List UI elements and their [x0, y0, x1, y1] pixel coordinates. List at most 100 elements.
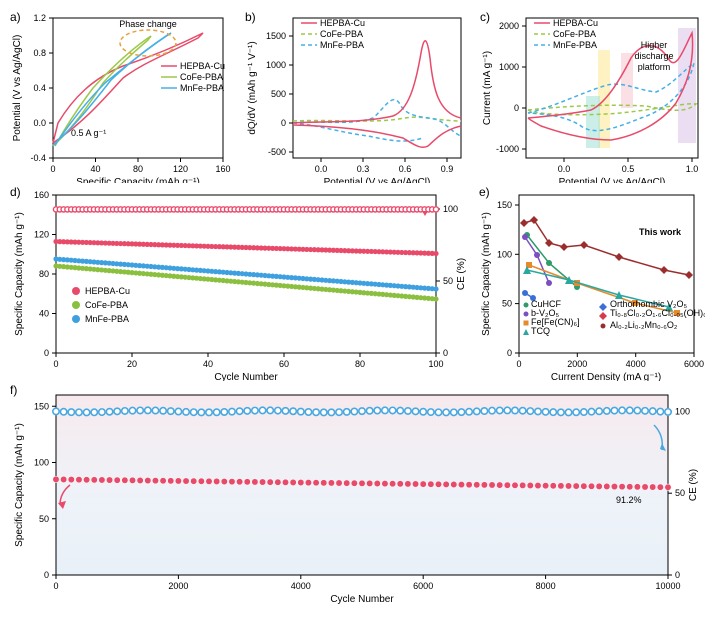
svg-text:50: 50 [443, 276, 453, 286]
svg-text:100: 100 [428, 359, 443, 369]
svg-text:0.0: 0.0 [315, 164, 328, 174]
svg-text:-0.4: -0.4 [30, 153, 46, 163]
svg-text:20: 20 [127, 359, 137, 369]
panel-a: a) 0 40 80 120 160 -0.4 0.0 0.4 0.8 [8, 8, 239, 183]
svg-text:0: 0 [516, 359, 521, 369]
svg-text:100: 100 [675, 406, 690, 416]
svg-text:1000: 1000 [266, 60, 286, 70]
svg-text:dQ/dV (mAh g⁻¹ V⁻¹): dQ/dV (mAh g⁻¹ V⁻¹) [247, 41, 258, 134]
svg-text:Current Density (mA g⁻¹): Current Density (mA g⁻¹) [551, 372, 661, 381]
svg-text:40: 40 [39, 309, 49, 319]
svg-text:80: 80 [133, 164, 143, 174]
chart-e: 0 2000 4000 6000 0 50 100 150 Current De… [477, 183, 705, 381]
svg-text:Specific Capacity (mAh g⁻¹): Specific Capacity (mAh g⁻¹) [481, 212, 492, 336]
svg-text:0: 0 [53, 359, 58, 369]
panel-c: c) 0.0 0.5 1.0 -1000 0 1000 [478, 8, 709, 183]
svg-text:0: 0 [675, 570, 680, 580]
svg-text:50: 50 [502, 299, 512, 309]
panel-a-label: a) [10, 10, 21, 24]
svg-text:91.2%: 91.2% [616, 495, 642, 505]
svg-text:0.3: 0.3 [357, 164, 370, 174]
svg-text:150: 150 [34, 401, 49, 411]
svg-text:6000: 6000 [413, 581, 433, 591]
svg-text:1500: 1500 [266, 31, 286, 41]
svg-text:0: 0 [44, 570, 49, 580]
svg-text:Specific Capacity (mAh g⁻¹): Specific Capacity (mAh g⁻¹) [14, 212, 25, 336]
svg-text:1.0: 1.0 [686, 164, 699, 174]
svg-text:160: 160 [215, 164, 230, 174]
svg-text:CE (%): CE (%) [456, 258, 467, 290]
svg-text:2000: 2000 [168, 581, 188, 591]
svg-text:0: 0 [50, 164, 55, 174]
svg-text:MnFe-PBA: MnFe-PBA [85, 314, 129, 324]
chart-a: 0 40 80 120 160 -0.4 0.0 0.4 0.8 1.2 Spe… [8, 8, 239, 183]
svg-text:4000: 4000 [291, 581, 311, 591]
svg-text:10000: 10000 [655, 581, 680, 591]
svg-text:1.2: 1.2 [33, 13, 46, 23]
panel-e: e) 0 2000 4000 6000 0 50 100 150 Current… [477, 183, 705, 381]
svg-text:8000: 8000 [536, 581, 556, 591]
svg-text:TCQ: TCQ [531, 326, 550, 336]
svg-text:50: 50 [675, 488, 685, 498]
svg-text:80: 80 [39, 269, 49, 279]
chart-d: 0 20 40 60 80 100 0 40 80 120 160 0 [8, 183, 473, 381]
svg-text:0: 0 [443, 348, 448, 358]
svg-text:6000: 6000 [684, 359, 704, 369]
svg-text:This work: This work [639, 227, 682, 237]
svg-text:80: 80 [355, 359, 365, 369]
svg-text:HEPBA-Cu: HEPBA-Cu [553, 18, 598, 28]
svg-text:0.5: 0.5 [622, 164, 635, 174]
chart-b: 0.0 0.3 0.6 0.9 -500 0 500 1000 1500 Pot… [243, 8, 474, 183]
svg-text:HEPBA-Cu: HEPBA-Cu [180, 61, 225, 71]
svg-text:150: 150 [497, 200, 512, 210]
chart-f: 0 2000 4000 6000 8000 10000 0 50 100 150… [8, 381, 705, 606]
svg-text:CoFe-PBA: CoFe-PBA [320, 29, 363, 39]
svg-text:40: 40 [203, 359, 213, 369]
svg-text:500: 500 [271, 89, 286, 99]
svg-text:60: 60 [279, 359, 289, 369]
svg-text:platform: platform [638, 62, 671, 72]
svg-text:40: 40 [90, 164, 100, 174]
svg-text:0.0: 0.0 [33, 118, 46, 128]
svg-text:2000: 2000 [499, 21, 519, 31]
panel-b: b) 0.0 0.3 0.6 0.9 -500 0 500 1000 1500 [243, 8, 474, 183]
svg-text:0.0: 0.0 [558, 164, 571, 174]
svg-text:discharge: discharge [634, 51, 673, 61]
svg-text:0.9: 0.9 [441, 164, 454, 174]
svg-text:0.8: 0.8 [33, 48, 46, 58]
svg-text:100: 100 [34, 458, 49, 468]
svg-text:CoFe-PBA: CoFe-PBA [553, 29, 596, 39]
svg-text:MnFe-PBA: MnFe-PBA [553, 40, 597, 50]
svg-text:MnFe-PBA: MnFe-PBA [320, 40, 364, 50]
svg-text:1000: 1000 [499, 62, 519, 72]
panel-c-label: c) [480, 10, 490, 24]
svg-text:Al₀.₂Li₀.₂Mn₀.₆O₂: Al₀.₂Li₀.₂Mn₀.₆O₂ [610, 320, 678, 330]
phase-anno: Phase change [119, 19, 177, 29]
svg-text:0: 0 [281, 118, 286, 128]
svg-text:4000: 4000 [626, 359, 646, 369]
svg-text:100: 100 [497, 249, 512, 259]
svg-text:Cycle Number: Cycle Number [330, 594, 394, 605]
svg-text:-1000: -1000 [496, 144, 519, 154]
svg-text:120: 120 [173, 164, 188, 174]
svg-text:Specific Capacity (mAh g⁻¹): Specific Capacity (mAh g⁻¹) [14, 423, 25, 547]
svg-text:Current (mA g⁻¹): Current (mA g⁻¹) [482, 51, 493, 125]
svg-text:HEPBA-Cu: HEPBA-Cu [85, 286, 130, 296]
rate-anno: 0.5 A g⁻¹ [71, 128, 106, 138]
svg-text:0: 0 [53, 581, 58, 591]
y-ticks-a: -0.4 0.0 0.4 0.8 1.2 [30, 13, 53, 163]
panel-f: f) 0 2000 4000 6000 8000 10000 0 [8, 381, 705, 606]
x-ticks-a: 0 40 80 120 160 [50, 158, 230, 174]
svg-text:-500: -500 [268, 147, 286, 157]
svg-text:MnFe-PBA: MnFe-PBA [180, 83, 224, 93]
svg-text:100: 100 [443, 204, 458, 214]
svg-text:CE (%): CE (%) [688, 469, 699, 501]
svg-text:50: 50 [39, 514, 49, 524]
svg-text:0: 0 [44, 348, 49, 358]
svg-text:Higher: Higher [641, 40, 668, 50]
svg-text:CoFe-PBA: CoFe-PBA [180, 72, 223, 82]
svg-text:2000: 2000 [567, 359, 587, 369]
svg-text:CoFe-PBA: CoFe-PBA [85, 300, 128, 310]
svg-text:HEPBA-Cu: HEPBA-Cu [320, 18, 365, 28]
chart-c: 0.0 0.5 1.0 -1000 0 1000 2000 Potential … [478, 8, 709, 183]
